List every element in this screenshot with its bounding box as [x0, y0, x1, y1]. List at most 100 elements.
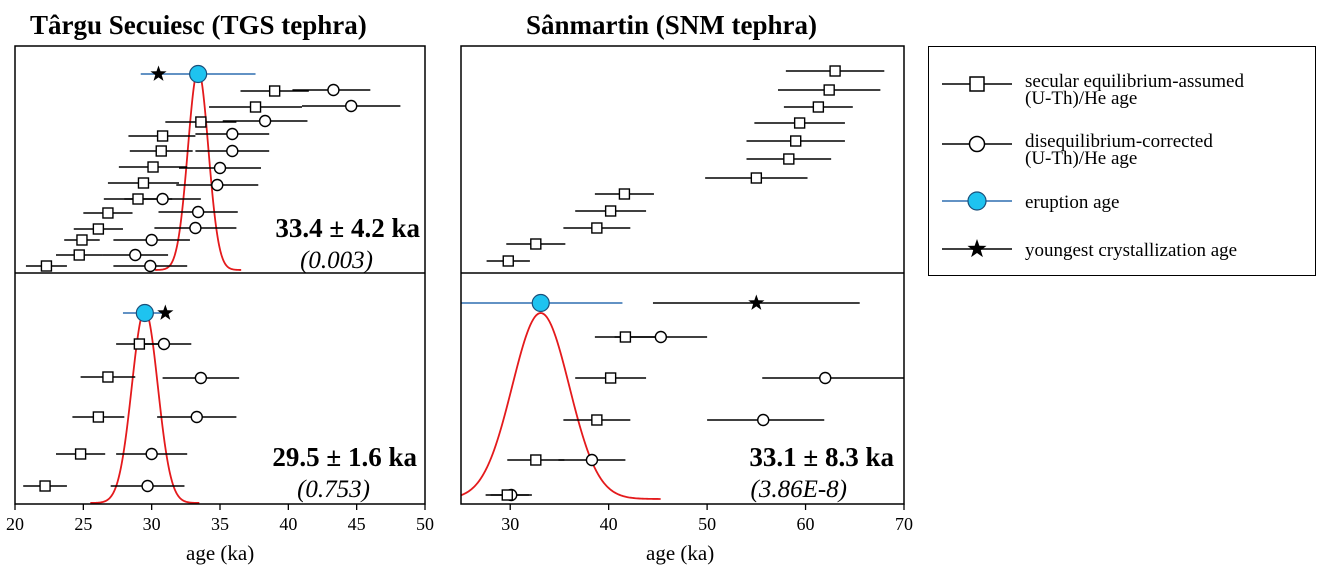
legend-item-youngest: youngest crystallization age	[929, 238, 1315, 288]
eruption-age-point	[189, 64, 208, 84]
secular-age-point	[249, 101, 262, 113]
secular-age-point	[195, 116, 207, 128]
x-tick-label: 45	[348, 514, 366, 534]
legend-secular-line1: secular equilibrium-assumed	[1025, 71, 1244, 92]
x-tick-label: 35	[211, 514, 229, 534]
tgs-bottom-plot	[23, 303, 240, 504]
x-tick-label: 20	[6, 514, 24, 534]
left-chart-title: Târgu Secuiesc (TGS tephra)	[30, 10, 367, 40]
disequilibrium-age-point	[327, 83, 340, 97]
secular-age-point	[137, 177, 150, 189]
disequilibrium-age-point	[144, 259, 157, 273]
legend-eruption-symbol	[942, 191, 1012, 211]
disequilibrium-age-point	[194, 371, 208, 385]
secular-age-point	[39, 480, 51, 492]
secular-age-point	[619, 331, 632, 343]
secular-age-point	[268, 85, 281, 97]
snm-x-axis: 30 40 50 60 70	[501, 504, 913, 534]
disequilibrium-age-point	[145, 447, 158, 461]
disequilibrium-age-point	[213, 161, 227, 175]
secular-age-point	[156, 130, 169, 142]
disequilibrium-age-point	[190, 410, 203, 424]
disequilibrium-age-point	[157, 337, 171, 351]
eruption-age-point	[135, 303, 154, 323]
annotations: 33.4 ± 4.2 ka (0.003) 29.5 ± 1.6 ka (0.753)…	[272, 213, 894, 503]
x-tick-label: 30	[501, 514, 519, 534]
legend-item-eruption: eruption age	[929, 190, 1315, 240]
secular-age-point	[812, 101, 825, 113]
disequilibrium-age-point	[654, 330, 668, 344]
disequilibrium-age-point	[258, 114, 272, 128]
youngest-crystallization-star	[157, 304, 174, 320]
legend-secular-line2: (U-Th)/He age	[1025, 88, 1138, 109]
secular-age-point	[790, 135, 802, 147]
secular-age-point	[793, 117, 806, 129]
disequilibrium-age-point	[129, 248, 142, 262]
x-tick-label: 50	[416, 514, 434, 534]
secular-age-point	[102, 371, 114, 383]
p-value-annotation: (3.86E-8)	[751, 476, 848, 503]
secular-age-point	[155, 145, 167, 157]
disequilibrium-age-point	[145, 233, 158, 247]
disequilibrium-age-point	[345, 99, 358, 113]
p-value-annotation: (0.003)	[300, 247, 373, 274]
x-tick-label: 40	[279, 514, 297, 534]
secular-age-point	[783, 153, 795, 165]
secular-age-point	[604, 205, 617, 217]
legend-circle-symbol	[942, 135, 1012, 153]
eruption-age-point	[531, 293, 550, 313]
eruption-age-annotation: 33.1 ± 8.3 ka	[749, 442, 894, 472]
tgs-top-plot	[25, 64, 401, 273]
tgs-x-axis: 20 25 30 35 40 45 50	[6, 504, 434, 534]
pdf-curve	[461, 312, 661, 500]
x-tick-label: 50	[698, 514, 716, 534]
legend-diseq-line2: (U-Th)/He age	[1025, 148, 1138, 169]
snm-x-axis-label: age (ka)	[646, 541, 715, 565]
eruption-age-annotation: 29.5 ± 1.6 ka	[272, 442, 417, 472]
youngest-crystallization-star	[150, 65, 167, 81]
legend-youngest-label: youngest crystallization age	[1025, 240, 1238, 261]
legend-eruption-label: eruption age	[1025, 192, 1120, 213]
tgs-frame	[14, 45, 426, 505]
secular-age-point	[823, 84, 835, 96]
secular-age-point	[76, 234, 88, 246]
secular-age-point	[829, 65, 841, 77]
secular-age-point	[92, 411, 105, 423]
disequilibrium-age-point	[226, 144, 239, 158]
disequilibrium-age-point	[585, 453, 599, 467]
disequilibrium-age-point	[226, 127, 239, 141]
snm-top-plot	[486, 65, 885, 267]
secular-age-point	[73, 249, 85, 261]
secular-age-point	[750, 172, 763, 184]
disequilibrium-age-point	[189, 221, 202, 235]
legend-square-symbol	[942, 76, 1012, 92]
secular-age-point	[147, 161, 159, 173]
snm-bottom-plot	[461, 293, 904, 502]
secular-age-point	[92, 223, 105, 235]
p-value-annotation: (0.753)	[297, 476, 370, 503]
legend: secular equilibrium-assumed (U-Th)/He ag…	[928, 46, 1316, 276]
legend-item-secular: secular equilibrium-assumed (U-Th)/He ag…	[929, 69, 1315, 119]
secular-age-point	[618, 188, 631, 200]
snm-frame	[460, 45, 905, 505]
secular-age-point	[604, 372, 617, 384]
legend-diseq-line1: disequilibrium-corrected	[1025, 131, 1213, 152]
x-tick-label: 70	[895, 514, 913, 534]
secular-age-point	[74, 448, 87, 460]
x-tick-label: 60	[797, 514, 815, 534]
legend-star-symbol	[942, 239, 1012, 258]
secular-age-point	[530, 454, 542, 466]
secular-age-point	[133, 338, 146, 350]
right-chart-title: Sânmartin (SNM tephra)	[526, 10, 817, 40]
legend-item-disequilibrium: disequilibrium-corrected (U-Th)/He age	[929, 129, 1315, 179]
disequilibrium-age-point	[156, 192, 169, 206]
secular-age-point	[132, 193, 144, 205]
disequilibrium-age-point	[141, 479, 154, 493]
secular-age-point	[501, 489, 513, 501]
secular-age-point	[40, 260, 53, 272]
disequilibrium-age-point	[191, 205, 205, 219]
secular-age-point	[102, 207, 114, 219]
disequilibrium-age-point	[819, 371, 832, 385]
secular-age-point	[591, 414, 603, 426]
